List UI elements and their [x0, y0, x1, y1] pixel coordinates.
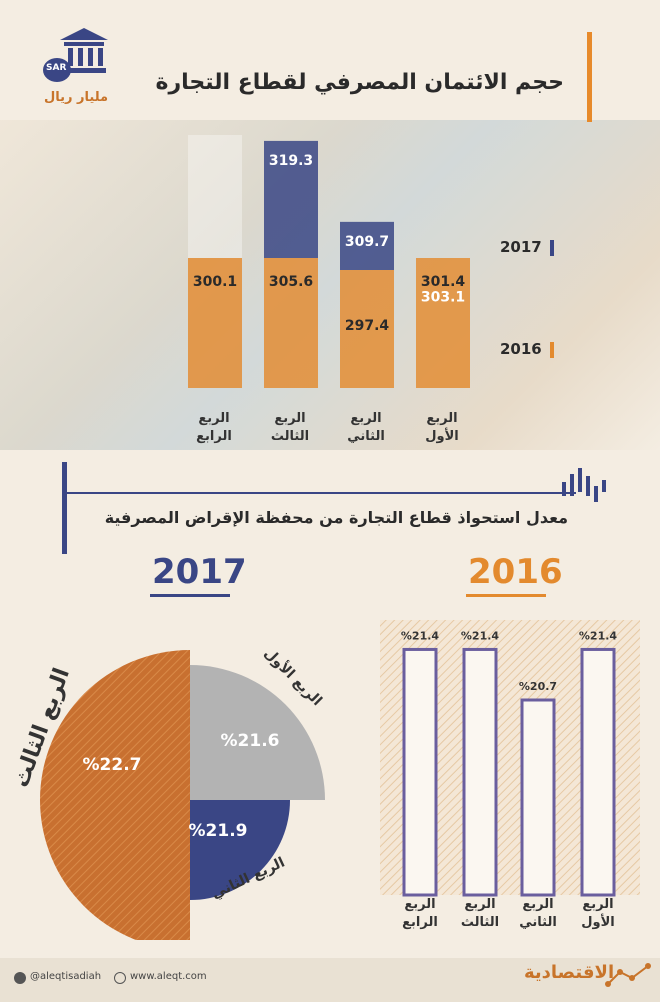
- year-2017-heading: 2017: [152, 552, 247, 592]
- q4-category-label: الربع الرابع: [196, 411, 232, 444]
- bar-2017-3: [264, 140, 318, 258]
- currency-badge: SAR: [46, 63, 67, 73]
- section2-accent-bar: [62, 462, 67, 554]
- bar-2016-4: [188, 258, 242, 388]
- q1-category-label: الربع الأول: [425, 411, 459, 444]
- q3-category-label: الربع الثالث: [270, 411, 310, 444]
- legend-2017-swatch: [550, 240, 554, 256]
- q4-2016-category-label: الربع الرابع: [402, 897, 438, 930]
- label-2017-2: 309.7: [345, 234, 389, 250]
- network-icon: [604, 962, 654, 990]
- year-2017-underline: [150, 594, 230, 597]
- label-2016-share-1: %21.4: [579, 629, 618, 642]
- legend-2016-label: 2016: [500, 340, 542, 358]
- website-link[interactable]: www.aleqt.com: [130, 971, 207, 982]
- pie-value-q1: %21.6: [221, 731, 280, 751]
- label-2016-3: 305.6: [269, 274, 313, 290]
- brand-logo: الاقتصادية: [524, 962, 615, 983]
- label-2017-1: 303.1: [421, 290, 465, 306]
- twitter-handle[interactable]: @aleqtisadiah: [30, 971, 102, 982]
- sar-coin-icon: SAR: [42, 56, 72, 84]
- legend-2017-label: 2017: [500, 238, 542, 256]
- section2-divider: [66, 492, 576, 494]
- year-2016-underline: [466, 594, 546, 597]
- bar-2016-share-1: [580, 647, 616, 897]
- bar-2016-share-4: [402, 647, 438, 897]
- bar-2016-share-2: [520, 698, 556, 897]
- bar-2016-2: [340, 270, 394, 388]
- pie-value-q2: %21.9: [189, 821, 248, 841]
- globe-icon: [114, 972, 126, 984]
- legend-2016-swatch: [550, 342, 554, 358]
- label-2016-share-3: %21.4: [461, 629, 500, 642]
- label-2016-share-4: %21.4: [401, 629, 440, 642]
- year-2016-heading: 2016: [468, 552, 563, 592]
- unit-label: مليار ريال: [44, 90, 109, 105]
- pie-slice-q2: [190, 800, 290, 900]
- bank-icon: [56, 24, 112, 80]
- banknotes-background: [0, 120, 660, 450]
- bar-2016-share-3: [462, 647, 498, 897]
- q1-2016-category-label: الربع الأول: [581, 897, 615, 930]
- q2-category-label: الربع الثاني: [347, 411, 385, 444]
- label-2017-3: 319.3: [269, 153, 313, 169]
- q3-2016-category-label: الربع الثالث: [460, 897, 500, 930]
- label-2016-2: 297.4: [345, 318, 390, 334]
- section2-title: معدل استحواذ قطاع التجارة من محفظة الإقر…: [104, 508, 568, 527]
- label-2016-4: 300.1: [193, 274, 237, 290]
- page-title: حجم الائتمان المصرفي لقطاع التجارة: [155, 70, 565, 95]
- title-accent-bar: [587, 32, 592, 122]
- label-2016-share-2: %20.7: [519, 680, 557, 693]
- pie-slice-q1: [190, 665, 325, 800]
- bar-2016-3: [264, 258, 318, 388]
- bar-2017-2: [340, 221, 394, 270]
- pie-value-q3: %22.7: [83, 755, 142, 775]
- twitter-icon: [14, 972, 26, 984]
- label-2016-1: 301.4: [421, 274, 466, 290]
- bar-2016-1: [416, 258, 470, 388]
- footer-bar: [0, 958, 660, 1002]
- q2-2016-category-label: الربع الثاني: [519, 897, 557, 930]
- pie-slice-q3: [40, 650, 190, 940]
- bar-2017-empty-4: [188, 135, 242, 258]
- share-2016-bar-chart: %21.4 %20.7 %21.4 %21.4: [380, 620, 640, 897]
- bars-icon: [560, 466, 610, 506]
